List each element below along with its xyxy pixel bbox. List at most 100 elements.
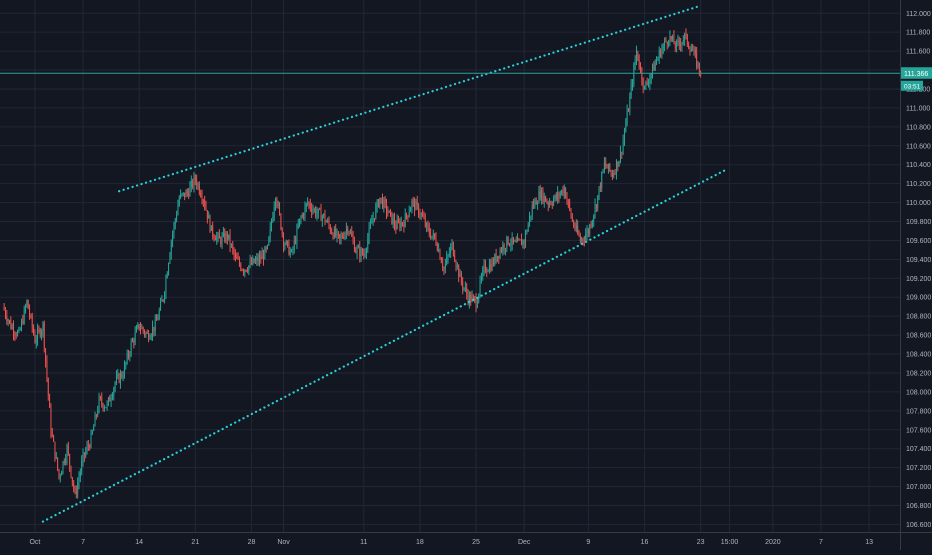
- candle-body: [184, 192, 186, 198]
- candle-body: [31, 315, 33, 328]
- y-tick-label: 108.000: [906, 389, 931, 396]
- candle-body: [688, 44, 690, 48]
- candle-body: [287, 240, 288, 243]
- candle-body: [284, 244, 286, 247]
- candle-body: [348, 231, 350, 234]
- candle-body: [347, 228, 349, 232]
- candle-body: [83, 452, 85, 456]
- candle-body: [237, 258, 239, 260]
- x-tick-label: 15:00: [721, 539, 739, 546]
- candle-body: [676, 41, 678, 48]
- candle-body: [256, 257, 258, 261]
- y-tick-label: 111.000: [906, 105, 930, 112]
- candle-body: [280, 213, 282, 229]
- candle-body: [570, 208, 572, 217]
- x-tick-label: 25: [472, 539, 480, 546]
- candle-body: [486, 271, 488, 273]
- candle-body: [202, 200, 204, 202]
- y-tick-label: 111.600: [906, 49, 930, 56]
- candle-body: [321, 216, 323, 221]
- candle-body: [10, 320, 12, 329]
- candle-body: [680, 43, 682, 46]
- candle-body: [586, 230, 588, 235]
- candle-body: [621, 152, 623, 154]
- candle-body: [529, 216, 530, 225]
- candle-body: [666, 41, 668, 44]
- candle-body: [279, 204, 280, 214]
- candle-body: [657, 57, 659, 61]
- candle-body: [591, 220, 593, 227]
- candle-body: [499, 249, 501, 258]
- candle-body: [575, 225, 577, 230]
- candle-body: [345, 228, 347, 233]
- candle-body: [35, 340, 37, 343]
- candle-body: [320, 209, 322, 221]
- candle-body: [658, 50, 660, 58]
- candle-body: [329, 225, 331, 232]
- candle-body: [205, 206, 207, 211]
- candle-body: [95, 415, 97, 417]
- candle-body: [86, 445, 88, 452]
- candle-body: [578, 233, 580, 237]
- candle-body: [426, 223, 428, 226]
- candle-body: [94, 415, 96, 427]
- candle-body: [241, 269, 243, 271]
- candle-body: [525, 232, 526, 244]
- candle-body: [112, 395, 113, 399]
- candle-body: [685, 33, 687, 35]
- candle-body: [523, 240, 525, 244]
- candle-body: [406, 213, 407, 216]
- y-tick-label: 109.400: [906, 257, 931, 264]
- candle-body: [432, 233, 434, 236]
- candle-body: [158, 309, 160, 319]
- candle-body: [644, 85, 645, 88]
- candle-body: [617, 161, 619, 167]
- candle-body: [23, 308, 25, 324]
- candle-body: [618, 161, 620, 167]
- candle-body: [472, 296, 474, 298]
- candle-body: [577, 225, 579, 234]
- candle-body: [394, 218, 395, 226]
- candle-body: [327, 220, 329, 222]
- candle-body: [674, 44, 676, 48]
- candle-body: [693, 49, 695, 51]
- candle-body: [309, 203, 311, 209]
- y-tick-label: 107.200: [906, 465, 931, 472]
- candle-body: [543, 196, 545, 202]
- candle-body: [355, 251, 357, 253]
- candle-body: [176, 214, 178, 220]
- candle-body: [650, 73, 652, 79]
- candle-body: [606, 166, 608, 169]
- candle-body: [513, 237, 514, 242]
- candle-body: [519, 239, 521, 241]
- candle-body: [333, 228, 335, 238]
- countdown-label: 03:51: [904, 83, 921, 90]
- candle-body: [50, 407, 52, 434]
- candle-body: [275, 198, 276, 207]
- candle-body: [665, 40, 667, 42]
- candle-body: [55, 457, 57, 459]
- y-tick-label: 112.000: [906, 11, 931, 18]
- candle-body: [251, 261, 252, 265]
- x-tick-label: 13: [865, 539, 873, 546]
- candle-body: [509, 244, 510, 246]
- candle-body: [162, 299, 164, 301]
- candle-body: [407, 215, 409, 217]
- candle-body: [684, 33, 686, 40]
- candle-body: [375, 206, 377, 219]
- candle-body: [222, 232, 224, 236]
- candle-body: [196, 179, 198, 186]
- candle-body: [383, 199, 385, 208]
- candle-body: [602, 169, 604, 173]
- candle-body: [67, 445, 69, 455]
- candle-body: [514, 240, 516, 242]
- candle-body: [307, 202, 309, 204]
- candle-body: [113, 388, 115, 396]
- candle-body: [612, 172, 613, 177]
- candle-body: [7, 320, 9, 322]
- candle-body: [114, 382, 116, 389]
- candle-body: [79, 471, 81, 478]
- candle-body: [137, 324, 139, 328]
